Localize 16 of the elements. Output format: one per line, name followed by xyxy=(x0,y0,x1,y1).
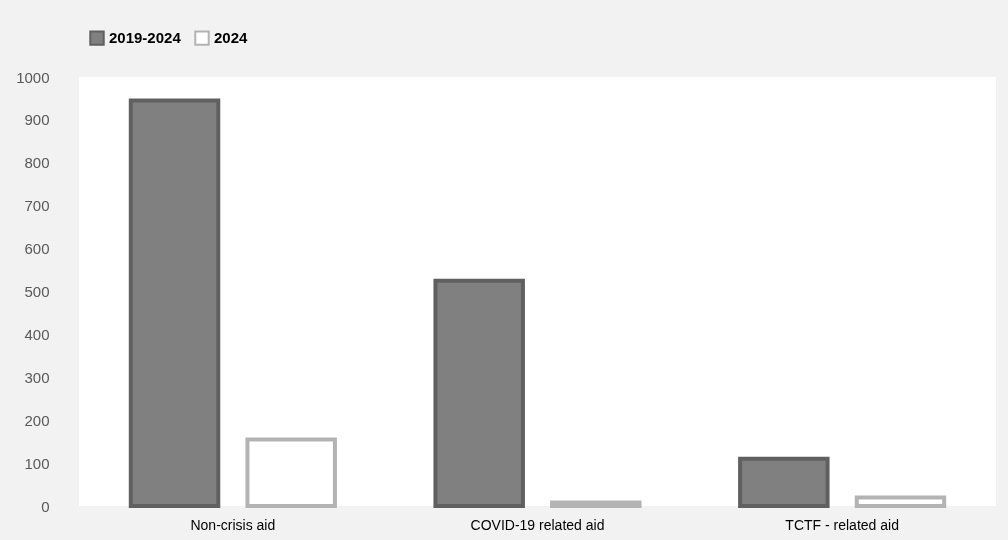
y-tick-label: 300 xyxy=(24,368,50,386)
y-tick-label: 800 xyxy=(24,154,50,172)
y-tick-label: 400 xyxy=(24,325,50,343)
y-tick-label: 1000 xyxy=(16,68,50,86)
x-tick-label: Non-crisis aid xyxy=(190,516,276,533)
y-tick-label: 500 xyxy=(24,283,50,300)
legend-label: 2024 xyxy=(214,29,249,47)
y-tick-label: 100 xyxy=(24,454,50,472)
legend-label: 2019-2024 xyxy=(109,29,182,47)
y-tick-label: 600 xyxy=(24,240,50,258)
y-tick-label: 0 xyxy=(41,497,50,515)
y-tick-label: 200 xyxy=(24,411,50,429)
x-tick-label: TCTF - related aid xyxy=(785,516,899,533)
x-tick-label: COVID-19 related aid xyxy=(470,516,605,533)
y-tick-label: 900 xyxy=(24,111,50,129)
y-tick-label: 700 xyxy=(24,197,50,215)
